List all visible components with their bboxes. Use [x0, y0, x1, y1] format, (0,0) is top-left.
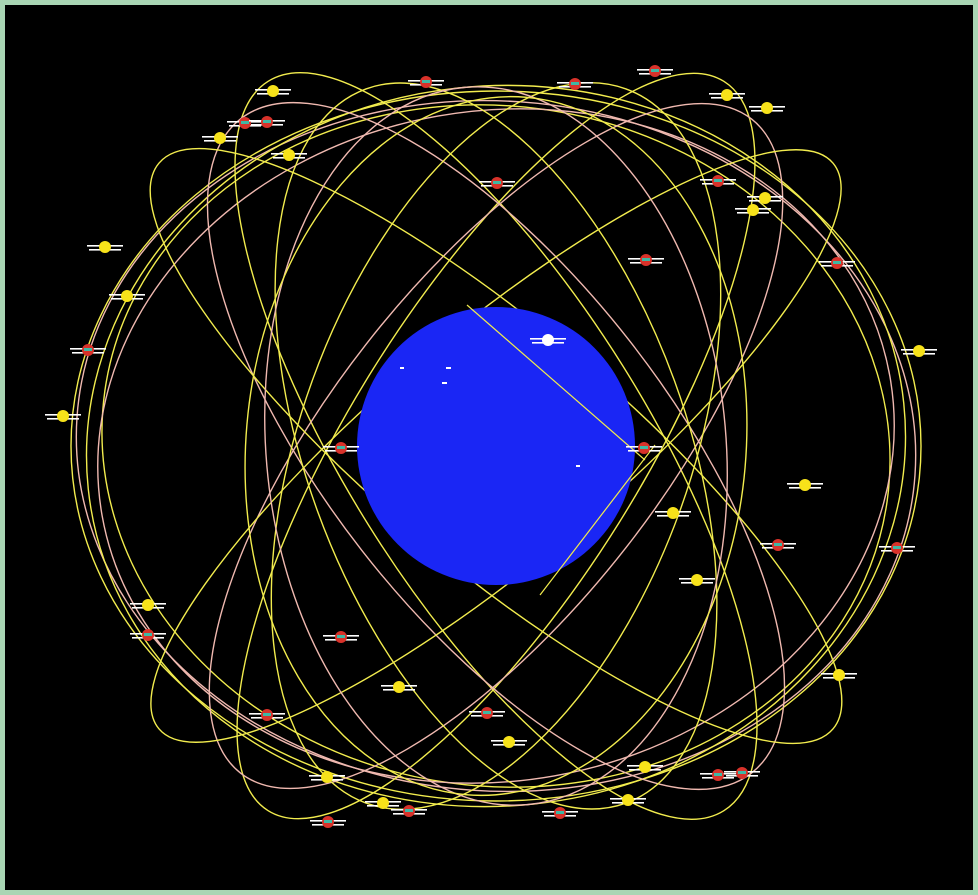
- satellite-marker: [787, 479, 823, 491]
- orbit-path: [244, 95, 748, 797]
- orbit-path: [97, 108, 895, 784]
- satellite-marker: [408, 76, 444, 88]
- satellite-group: [45, 65, 937, 828]
- satellite-marker: [724, 767, 760, 779]
- orbit-path: [206, 101, 786, 791]
- satellite-marker: [255, 85, 291, 97]
- satellite-marker: [323, 631, 359, 643]
- satellite-marker: [227, 117, 263, 129]
- satellite-marker: [557, 78, 593, 90]
- satellite-marker: [760, 539, 796, 551]
- satellite-marker: [249, 116, 285, 128]
- satellite-marker: [87, 241, 123, 253]
- satellite-marker: [709, 89, 745, 101]
- earth-globe: [357, 307, 635, 585]
- satellite-marker: [747, 192, 783, 204]
- satellite-marker: [542, 807, 578, 819]
- satellite-marker: [637, 65, 673, 77]
- satellite-marker: [700, 769, 736, 781]
- satellite-marker: [381, 681, 417, 693]
- satellite-marker: [821, 669, 857, 681]
- satellite-marker: [626, 442, 662, 454]
- satellite-marker: [70, 344, 106, 356]
- front-orbit-group: [466, 304, 656, 596]
- gps-constellation-scene: [5, 5, 973, 890]
- satellite-marker: [391, 805, 427, 817]
- satellite-marker: [130, 629, 166, 641]
- satellite-marker: [628, 254, 664, 266]
- satellite-marker: [365, 797, 401, 809]
- satellite-marker: [130, 599, 166, 611]
- orbit-path: [236, 72, 756, 820]
- satellite-marker: [479, 177, 515, 189]
- satellite-marker: [309, 771, 345, 783]
- earth-speck: [576, 465, 580, 467]
- satellite-marker: [610, 794, 646, 806]
- orbit-path: [539, 444, 656, 596]
- earth-surface-marks: [400, 367, 580, 467]
- satellite-marker: [679, 574, 715, 586]
- satellite-marker: [530, 334, 566, 346]
- orbit-diagram: [45, 65, 937, 828]
- satellite-marker: [323, 442, 359, 454]
- satellite-marker: [749, 102, 785, 114]
- satellite-marker: [491, 736, 527, 748]
- orbit-path: [234, 72, 758, 820]
- satellite-marker: [735, 204, 771, 216]
- satellite-marker: [271, 149, 307, 161]
- orbit-path: [70, 90, 922, 802]
- satellite-marker: [819, 257, 855, 269]
- satellite-marker: [109, 290, 145, 302]
- satellite-marker: [879, 542, 915, 554]
- satellite-marker: [249, 709, 285, 721]
- orbit-path: [264, 86, 728, 806]
- earth-speck: [446, 367, 451, 369]
- satellite-marker: [469, 707, 505, 719]
- satellite-marker: [627, 761, 663, 773]
- earth-speck: [442, 382, 447, 384]
- satellite-marker: [655, 507, 691, 519]
- orbit-path: [466, 304, 646, 461]
- satellite-marker: [901, 345, 937, 357]
- satellite-marker: [700, 175, 736, 187]
- orbit-path: [208, 102, 784, 790]
- satellite-marker: [310, 816, 346, 828]
- satellite-marker: [202, 132, 238, 144]
- satellite-marker: [45, 410, 81, 422]
- orbit-path: [270, 82, 722, 810]
- earth-speck: [400, 367, 404, 369]
